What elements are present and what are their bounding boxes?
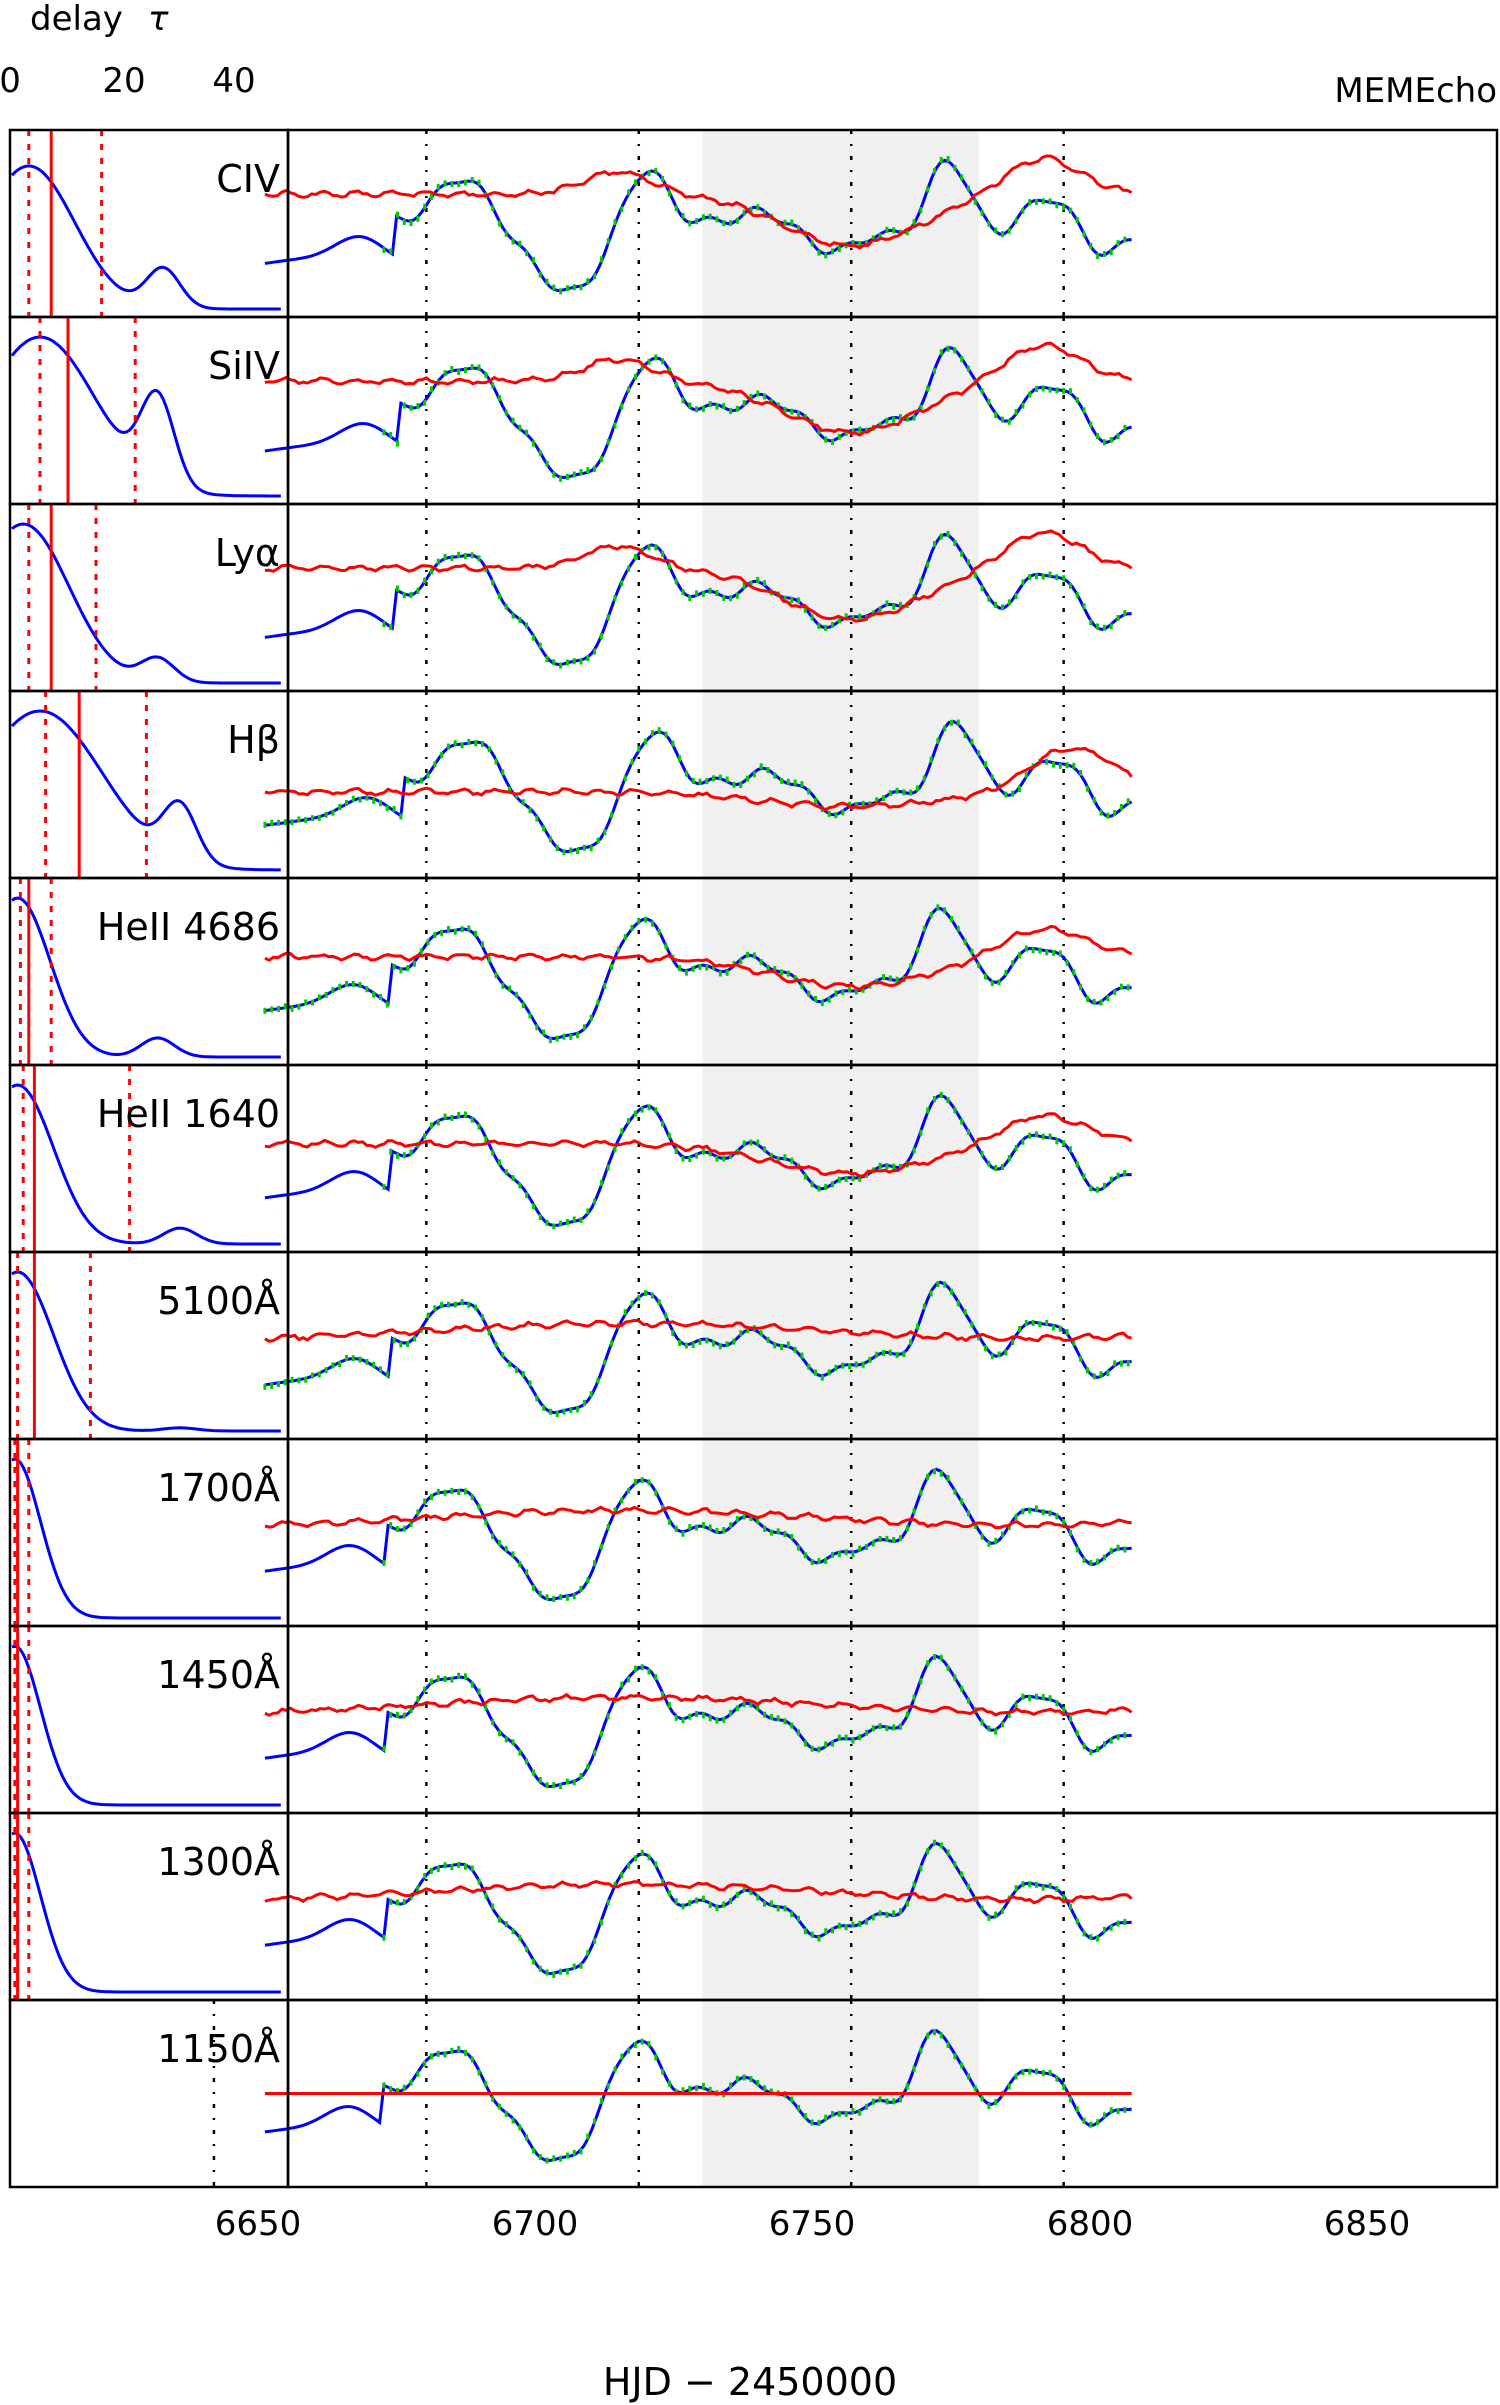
- driver-light-curve: [264, 341, 1133, 437]
- model-light-curve: [264, 2029, 1132, 2163]
- driver-light-curve: [264, 1692, 1133, 1717]
- panel-label: 1700Å: [157, 1466, 280, 1510]
- panel-5: HeII 1640: [8, 1063, 1499, 1254]
- panel-6: 5100Å: [8, 1250, 1499, 1441]
- model-light-curve: [264, 906, 1132, 1041]
- driver-light-curve: [264, 1112, 1133, 1178]
- driver-light-curve: [264, 1505, 1132, 1530]
- panel-label: SiIV: [208, 344, 280, 388]
- transfer-function: [11, 1270, 281, 1433]
- panel-label: 5100Å: [157, 1279, 280, 1323]
- x-axis-label: HJD − 2450000: [603, 2360, 897, 2404]
- transfer-function: [11, 1831, 281, 1994]
- panel-0: CIV: [8, 128, 1499, 319]
- x-tick-6850: 6850: [1324, 2204, 1411, 2244]
- transfer-function: [10, 709, 281, 872]
- driver-light-curve: [264, 1880, 1133, 1905]
- delay-tick-0: 0: [0, 61, 21, 101]
- model-light-curve: [264, 1654, 1132, 1789]
- model-light-curve: [264, 532, 1132, 667]
- x-tick-6800: 6800: [1047, 2204, 1134, 2244]
- model-light-curve: [264, 1280, 1132, 1415]
- lightcurve-frame: [286, 1998, 1499, 2189]
- panel-label: CIV: [216, 157, 280, 201]
- panel-label: HeII 1640: [97, 1092, 280, 1136]
- panel-1: SiIV: [8, 315, 1499, 506]
- chart-title: MEMEcho: [1334, 71, 1497, 111]
- driver-light-curve: [264, 529, 1133, 623]
- delay-axis-symbol: τ: [148, 0, 169, 39]
- delay-tick-40: 40: [212, 61, 255, 101]
- transfer-function: [10, 164, 281, 311]
- panel-3: Hβ: [8, 689, 1499, 880]
- x-tick-6650: 6650: [215, 2204, 302, 2244]
- transfer-function: [11, 896, 281, 1059]
- driver-light-curve: [264, 746, 1133, 812]
- driver-light-curve: [264, 924, 1133, 992]
- delay-tick-20: 20: [102, 61, 145, 101]
- transfer-function: [11, 1083, 281, 1246]
- panel-8: 1450Å: [8, 1624, 1499, 1815]
- model-light-curve: [264, 1093, 1132, 1228]
- panel-10: 1150Å: [8, 1998, 1499, 2189]
- delay-axis-label: delay: [30, 0, 123, 39]
- model-light-curve: [264, 1841, 1132, 1976]
- panel-label: Hβ: [227, 718, 280, 762]
- model-light-curve: [264, 158, 1132, 293]
- panel-label: 1150Å: [157, 2027, 280, 2071]
- transfer-function: [10, 335, 281, 498]
- panel-label: HeII 4686: [97, 905, 280, 949]
- x-tick-6700: 6700: [492, 2204, 579, 2244]
- panel-label: 1450Å: [157, 1653, 280, 1697]
- transfer-function: [11, 1457, 281, 1620]
- model-light-curve: [264, 1467, 1132, 1602]
- panels: CIV SiIV Lyα Hβ HeII 4686 HeII 1640 5100Å 1700Å…: [8, 128, 1499, 2189]
- driver-light-curve: [264, 154, 1133, 250]
- transfer-function: [11, 522, 281, 685]
- panel-label: Lyα: [215, 531, 280, 575]
- model-light-curve: [264, 719, 1133, 854]
- driver-light-curve: [264, 1318, 1133, 1343]
- transfer-function: [11, 1644, 281, 1807]
- model-light-curve: [264, 345, 1133, 480]
- x-tick-6750: 6750: [769, 2204, 856, 2244]
- panel-label: 1300Å: [157, 1840, 280, 1884]
